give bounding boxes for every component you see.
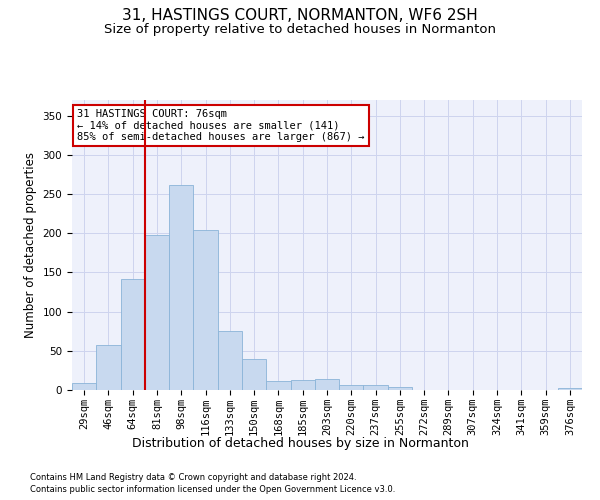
Bar [193, 230, 218, 390]
Bar [242, 358, 266, 390]
Text: Size of property relative to detached houses in Normanton: Size of property relative to detached ho… [104, 22, 496, 36]
Bar [290, 380, 315, 390]
Bar [388, 387, 412, 390]
Y-axis label: Number of detached properties: Number of detached properties [24, 152, 37, 338]
Bar [96, 346, 121, 390]
Text: Distribution of detached houses by size in Normanton: Distribution of detached houses by size … [131, 438, 469, 450]
Bar [315, 379, 339, 390]
Bar [364, 384, 388, 390]
Bar [266, 380, 290, 390]
Bar [169, 184, 193, 390]
Text: Contains HM Land Registry data © Crown copyright and database right 2024.: Contains HM Land Registry data © Crown c… [30, 472, 356, 482]
Text: 31, HASTINGS COURT, NORMANTON, WF6 2SH: 31, HASTINGS COURT, NORMANTON, WF6 2SH [122, 8, 478, 22]
Bar [145, 235, 169, 390]
Text: Contains public sector information licensed under the Open Government Licence v3: Contains public sector information licen… [30, 485, 395, 494]
Bar [218, 331, 242, 390]
Text: 31 HASTINGS COURT: 76sqm
← 14% of detached houses are smaller (141)
85% of semi-: 31 HASTINGS COURT: 76sqm ← 14% of detach… [77, 108, 365, 142]
Bar [72, 383, 96, 390]
Bar [121, 278, 145, 390]
Bar [339, 386, 364, 390]
Bar [558, 388, 582, 390]
